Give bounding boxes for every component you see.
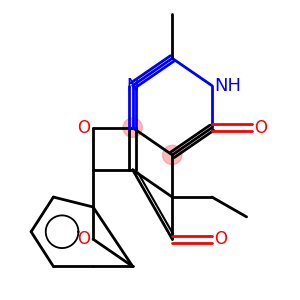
Circle shape [123, 118, 142, 137]
Text: O: O [254, 119, 267, 137]
Text: O: O [214, 230, 227, 248]
Text: NH: NH [214, 76, 242, 94]
Text: O: O [78, 230, 91, 248]
Text: N: N [126, 76, 139, 94]
Text: O: O [78, 119, 91, 137]
Circle shape [163, 145, 182, 165]
